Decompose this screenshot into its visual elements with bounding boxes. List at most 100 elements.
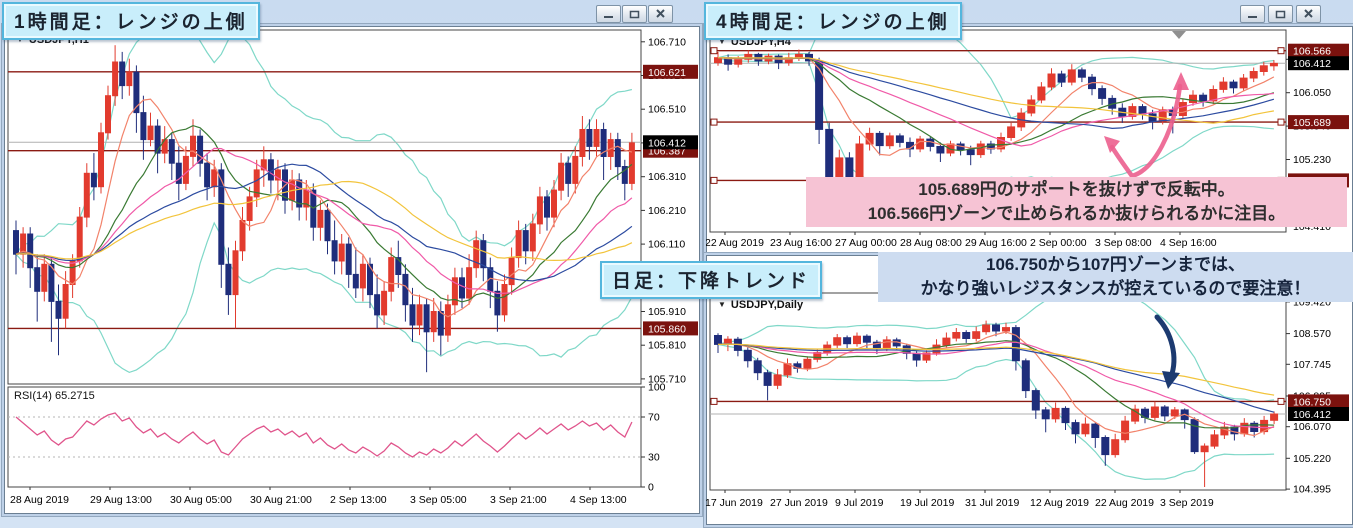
indicator-line (15, 124, 633, 303)
indicator-line (15, 221, 633, 374)
svg-text:108.570: 108.570 (1293, 328, 1331, 340)
pink-note-line2: 106.566円ゾーンで止められるか抜けられるかに注目。 (867, 204, 1286, 223)
pink-note-line1: 105.689円のサポートを抜けずで反転中。 (918, 180, 1235, 199)
time-axis: 17 Jun 2019 27 Jun 2019 9 Jul 2019 19 Jul 2… (706, 490, 1214, 509)
collapse-icon[interactable]: ▼ (718, 37, 726, 46)
indicator-line (717, 343, 1275, 481)
indicator-line (717, 343, 1275, 396)
svg-text:106.412: 106.412 (1293, 409, 1331, 421)
svg-text:107.745: 107.745 (1293, 359, 1331, 371)
current-price-label (1288, 407, 1349, 421)
collapse-icon[interactable]: ▼ (718, 300, 726, 309)
svg-text:106.750: 106.750 (1293, 396, 1331, 408)
svg-text:106.070: 106.070 (1293, 421, 1331, 433)
level-handle[interactable] (710, 47, 718, 55)
daily-symbol-label: USDJPY,Daily (730, 299, 804, 311)
rsi-pane (7, 386, 642, 488)
candles (714, 320, 1279, 487)
time-axis: 28 Aug 2019 29 Aug 13:00 30 Aug 05:00 30 Au… (10, 487, 627, 506)
svg-text:29 Aug 16:00: 29 Aug 16:00 (965, 237, 1027, 249)
svg-text:105.220: 105.220 (1293, 453, 1331, 465)
restore-icon (629, 10, 640, 18)
indicator-line (15, 26, 633, 255)
svg-text:106.210: 106.210 (648, 205, 686, 217)
svg-text:106.710: 106.710 (648, 36, 686, 48)
level-handle[interactable] (710, 118, 718, 126)
svg-text:22 Aug 2019: 22 Aug 2019 (706, 237, 764, 249)
svg-text:3 Sep 05:00: 3 Sep 05:00 (410, 494, 467, 506)
indicator-line (15, 98, 633, 318)
blue-annotation-note: 106.750から107円ゾーンまでは、 かなり強いレジスタンスが控えているので… (878, 252, 1353, 302)
h1-close-button[interactable] (648, 5, 673, 23)
svg-text:17 Jun 2019: 17 Jun 2019 (706, 497, 763, 509)
current-price-label (643, 135, 698, 150)
rsi-indicator-label: RSI(14) 65.2715 (14, 390, 95, 402)
svg-text:31 Jul 2019: 31 Jul 2019 (965, 497, 1019, 509)
candles (13, 45, 635, 373)
indicator-line (15, 412, 633, 458)
separator-marker-icon (1172, 31, 1186, 39)
svg-text:29 Aug 13:00: 29 Aug 13:00 (90, 494, 152, 506)
level-handle[interactable] (1277, 397, 1285, 405)
svg-text:28 Aug 08:00: 28 Aug 08:00 (900, 237, 962, 249)
svg-text:105.710: 105.710 (648, 373, 686, 385)
restore-icon (1275, 10, 1286, 18)
svg-text:30 Aug 05:00: 30 Aug 05:00 (170, 494, 232, 506)
svg-text:106.412: 106.412 (1293, 58, 1331, 70)
rsi-scale: 100 70 30 0 (641, 382, 666, 494)
svg-text:28 Aug 2019: 28 Aug 2019 (10, 494, 69, 506)
level-price-label (643, 321, 698, 336)
minimize-icon (1248, 16, 1257, 18)
h4-restore-button[interactable] (1268, 5, 1293, 23)
svg-text:105.810: 105.810 (648, 340, 686, 352)
svg-text:70: 70 (648, 412, 660, 424)
indicator-line (717, 26, 1274, 119)
svg-text:2 Sep 13:00: 2 Sep 13:00 (330, 494, 387, 506)
level-price-label (1288, 394, 1349, 409)
h1-minimize-button[interactable] (596, 5, 621, 23)
level-price-label (1288, 115, 1349, 130)
svg-text:9 Jul 2019: 9 Jul 2019 (835, 497, 884, 509)
svg-text:100: 100 (648, 382, 666, 394)
indicator-line (15, 180, 633, 262)
level-handle[interactable] (710, 176, 718, 184)
indicator-line (717, 341, 1275, 429)
svg-text:105.689: 105.689 (1293, 117, 1331, 129)
svg-text:105.230: 105.230 (1293, 154, 1331, 166)
indicator-line (717, 331, 1275, 437)
svg-text:104.395: 104.395 (1293, 484, 1331, 496)
svg-text:30 Aug 21:00: 30 Aug 21:00 (250, 494, 312, 506)
daily-window-title: 日足：下降トレンド (600, 261, 823, 299)
indicator-line (15, 163, 633, 282)
svg-text:106.310: 106.310 (648, 171, 686, 183)
h1-chart[interactable]: 106.710106.610106.510106.410106.310106.2… (4, 26, 698, 512)
daily-chart-header: ▼ USDJPY,Daily (718, 299, 803, 311)
close-icon (656, 9, 665, 18)
blue-note-line2: かなり強いレジスタンスが控えているので要注意！ (920, 279, 1311, 298)
svg-text:105.860: 105.860 (648, 323, 686, 335)
svg-text:2 Sep 00:00: 2 Sep 00:00 (1030, 237, 1087, 249)
minimize-icon (604, 16, 613, 18)
h4-window-title: 4時間足：レンジの上側 (704, 2, 962, 40)
svg-text:106.050: 106.050 (1293, 87, 1331, 99)
h4-close-button[interactable] (1296, 5, 1321, 23)
level-handle[interactable] (710, 397, 718, 405)
daily-chart[interactable]: 109.420108.570107.745106.895106.070105.2… (706, 255, 1351, 523)
h4-minimize-button[interactable] (1240, 5, 1265, 23)
svg-text:12 Aug 2019: 12 Aug 2019 (1030, 497, 1089, 509)
svg-text:106.110: 106.110 (648, 239, 685, 251)
current-price-label (1288, 56, 1349, 71)
indicator-line (717, 343, 1275, 413)
svg-text:0: 0 (648, 482, 654, 494)
svg-text:3 Sep 08:00: 3 Sep 08:00 (1095, 237, 1152, 249)
svg-text:23 Aug 16:00: 23 Aug 16:00 (770, 237, 832, 249)
h1-window-title: 1時間足：レンジの上側 (2, 2, 260, 40)
indicator-line (15, 147, 633, 295)
svg-text:22 Aug 2019: 22 Aug 2019 (1095, 497, 1154, 509)
level-handle[interactable] (1277, 47, 1285, 55)
h1-restore-button[interactable] (622, 5, 647, 23)
level-handle[interactable] (1277, 118, 1285, 126)
svg-text:3 Sep 21:00: 3 Sep 21:00 (490, 494, 547, 506)
svg-text:19 Jul 2019: 19 Jul 2019 (900, 497, 954, 509)
